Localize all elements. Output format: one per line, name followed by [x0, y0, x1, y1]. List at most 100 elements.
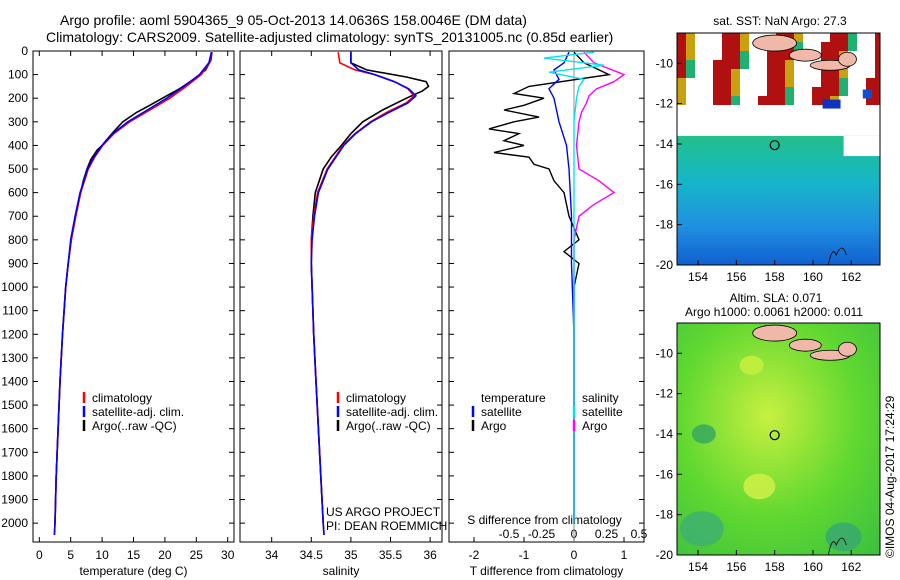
sla-lat-tick-label: -10 [656, 346, 674, 360]
temperature-xlabel: temperature (deg C) [79, 564, 187, 578]
difference-panel: -2 -1 0 1-0.5 -0.25 0 0.25 0.5S difference from… [448, 50, 648, 578]
depth-tick-label: 100 [8, 68, 28, 82]
sla-lat-tick-label: -16 [656, 467, 674, 481]
sla-map-frame [676, 322, 881, 556]
temp-sat-line [53, 52, 213, 535]
imos-stamp: ©IMOS 04-Aug-2017 17:24:29 [883, 395, 897, 558]
sst-map-panel: sat. SST: NaN Argo: 27.3 154 156 158 160 162 -… [656, 14, 881, 284]
salinity-panel: 34 34.5 35 35.5 36 salinity climatologysatelli… [239, 50, 447, 578]
temperature-legend-label: Argo(..raw -QC) [92, 419, 177, 433]
temperature-legend-label: satellite-adj. clim. [92, 405, 184, 419]
sst-lat-tick-label: -16 [656, 177, 674, 191]
depth-tick-label: 1300 [1, 351, 28, 365]
sst-lon-tick-label: 162 [841, 270, 861, 284]
temperature-frame [32, 50, 235, 543]
s-diff-tick-label: -0.5 [499, 527, 520, 541]
sla-lon-tick-label: 154 [688, 560, 708, 574]
project-annotation: US ARGO PROJECT [326, 505, 441, 519]
sst-lat-tick-label: -18 [656, 218, 674, 232]
depth-tick-label: 200 [8, 91, 28, 105]
figure-title-line1: Argo profile: aoml 5904365_9 05-Oct-2013… [60, 12, 527, 28]
sst-lon-tick-label: 156 [726, 270, 746, 284]
difference-xtick-label: -1 [519, 548, 530, 562]
salinity-legend-label: satellite-adj. clim. [346, 405, 438, 419]
sst-map-title: sat. SST: NaN Argo: 27.3 [713, 14, 847, 28]
sst-lat-tick-label: -10 [656, 56, 674, 70]
diff-legend-sal-label: Argo [582, 419, 608, 433]
depth-tick-label: 1000 [1, 280, 28, 294]
sst-lon-tick-label: 154 [688, 270, 708, 284]
diff-legend-temperature-title: temperature [481, 391, 546, 405]
s-diff-tick-label: 0.5 [631, 527, 648, 541]
sla-lon-tick-label: 162 [841, 560, 861, 574]
difference-xtick-label: 1 [621, 548, 628, 562]
temperature-xtick-label: 15 [127, 548, 141, 562]
sla-lat-tick-label: -12 [656, 387, 674, 401]
salinity-xtick-label: 34 [265, 548, 279, 562]
sla-argo-marker [769, 430, 780, 441]
salinity-frame [239, 50, 443, 543]
salinity-legend-label: Argo(..raw -QC) [346, 419, 431, 433]
depth-tick-label: 1900 [1, 493, 28, 507]
salinity-xtick-label: 35.5 [379, 548, 403, 562]
temperature-legend-label: climatology [92, 391, 152, 405]
salinity-xtick-label: 35 [344, 548, 358, 562]
salinity-legend-label: climatology [346, 391, 406, 405]
depth-tick-label: 1800 [1, 469, 28, 483]
t-diff-xlabel: T difference from climatology [470, 564, 624, 578]
temperature-xtick-label: 25 [190, 548, 204, 562]
sst-map-field [677, 33, 880, 265]
diff-legend-salinity-title: salinity [582, 391, 619, 405]
diff-legend-temp-label: satellite [481, 405, 522, 419]
depth-tick-label: 400 [8, 138, 28, 152]
diff-legend-temp-label: Argo [481, 419, 507, 433]
sst-lat-tick-label: -12 [656, 97, 674, 111]
temperature-xtick-label: 10 [95, 548, 109, 562]
difference-xtick-label: 0 [571, 548, 578, 562]
sla-lat-tick-label: -20 [656, 548, 674, 562]
depth-tick-label: 0 [21, 44, 28, 58]
sst-argo-marker [769, 140, 780, 151]
difference-frame [448, 50, 645, 543]
depth-tick-label: 1700 [1, 445, 28, 459]
diff-t-argo-line [488, 51, 612, 524]
depth-tick-label: 900 [8, 256, 28, 270]
sst-lon-tick-label: 158 [765, 270, 785, 284]
sla-map-field [677, 323, 880, 555]
sal-clim-line [310, 52, 416, 535]
s-diff-tick-label: -0.25 [528, 527, 556, 541]
depth-tick-label: 1100 [2, 304, 28, 318]
salinity-xlabel: salinity [323, 564, 360, 578]
temp-argo-line [54, 52, 213, 524]
depth-tick-label: 2000 [1, 516, 28, 530]
temperature-xtick-label: 0 [36, 548, 43, 562]
temperature-xtick-label: 5 [67, 548, 74, 562]
diff-t-sat-line [548, 51, 575, 524]
temperature-xtick-label: 30 [221, 548, 235, 562]
temperature-xtick-label: 20 [158, 548, 172, 562]
sla-lon-tick-label: 156 [726, 560, 746, 574]
sst-map-frame [676, 32, 881, 266]
diff-s-sat-line [543, 51, 605, 524]
depth-tick-label: 700 [8, 209, 28, 223]
salinity-xtick-label: 34.5 [300, 548, 324, 562]
s-diff-xlabel: S difference from climatology [467, 513, 622, 527]
figure-title-line2: Climatology: CARS2009. Satellite-adjuste… [46, 29, 614, 45]
sst-lat-tick-label: -14 [656, 137, 674, 151]
diff-legend-sal-label: satellite [582, 405, 623, 419]
depth-tick-label: 1500 [1, 398, 28, 412]
sal-sat-line [310, 52, 418, 535]
salinity-xtick-label: 36 [423, 548, 437, 562]
diff-s-argo-line [573, 51, 626, 524]
sla-map-title-2: Argo h1000: 0.0061 h2000: 0.011 [685, 305, 863, 319]
depth-tick-label: 300 [8, 115, 28, 129]
s-diff-tick-label: 0.25 [595, 527, 619, 541]
depth-tick-label: 1600 [1, 422, 28, 436]
sla-lat-tick-label: -14 [656, 427, 674, 441]
temp-clim-line [53, 52, 213, 535]
sst-lat-tick-label: -20 [656, 258, 674, 272]
depth-tick-label: 800 [8, 233, 28, 247]
difference-xtick-label: -2 [469, 548, 480, 562]
